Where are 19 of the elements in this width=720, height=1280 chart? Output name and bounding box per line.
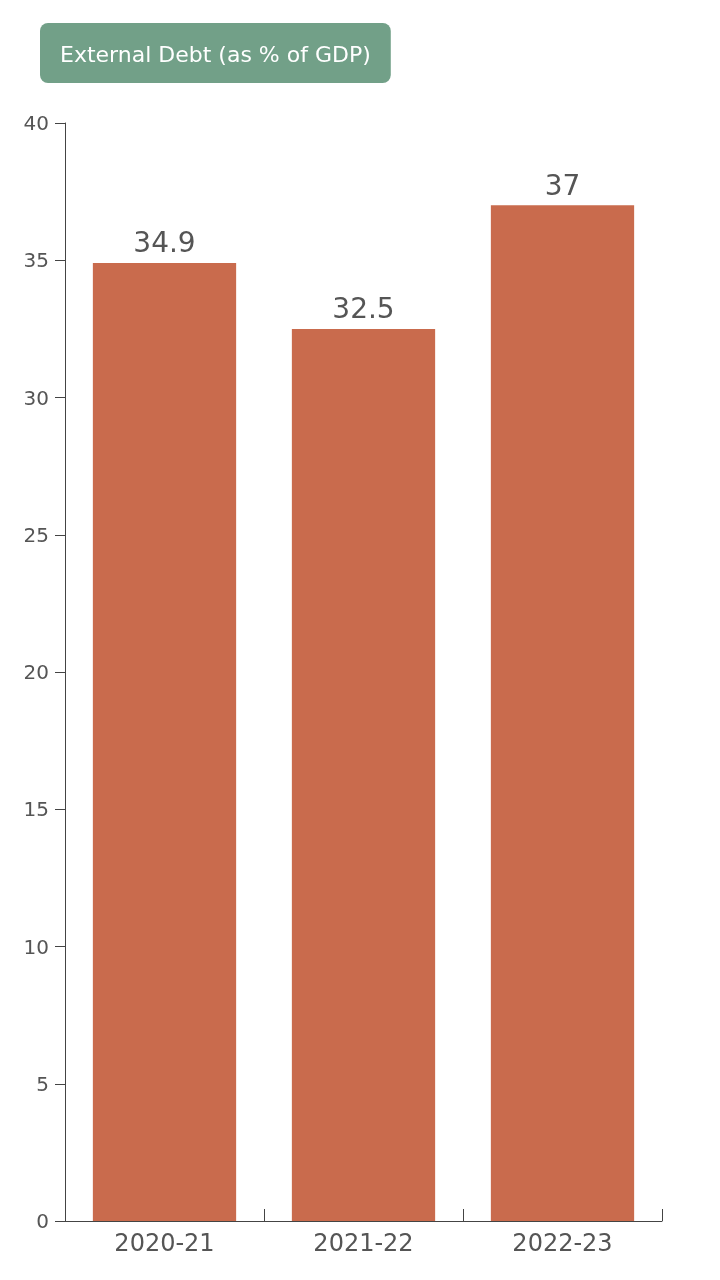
data-label: 37 [544,168,581,202]
data-label: 34.9 [133,226,196,260]
y-tick-label: 10 [23,934,49,959]
y-tick-label: 15 [23,797,49,822]
chart-title: External Debt (as % of GDP) [60,41,371,67]
x-tick-label: 2020-21 [114,1229,215,1257]
y-tick-label: 25 [23,522,49,547]
data-label: 32.5 [332,292,395,326]
y-tick-label: 35 [23,248,49,273]
y-tick-label: 40 [23,111,49,135]
bar [490,205,635,1221]
x-tick-label: 2021-22 [313,1229,414,1257]
bar [92,263,237,1221]
y-tick-label: 20 [23,660,49,684]
y-tick-label: 30 [23,385,49,410]
x-tick-label: 2022-23 [512,1229,613,1257]
y-tick-label: 5 [36,1071,49,1096]
bar [291,328,436,1221]
y-tick-label: 0 [36,1209,49,1233]
